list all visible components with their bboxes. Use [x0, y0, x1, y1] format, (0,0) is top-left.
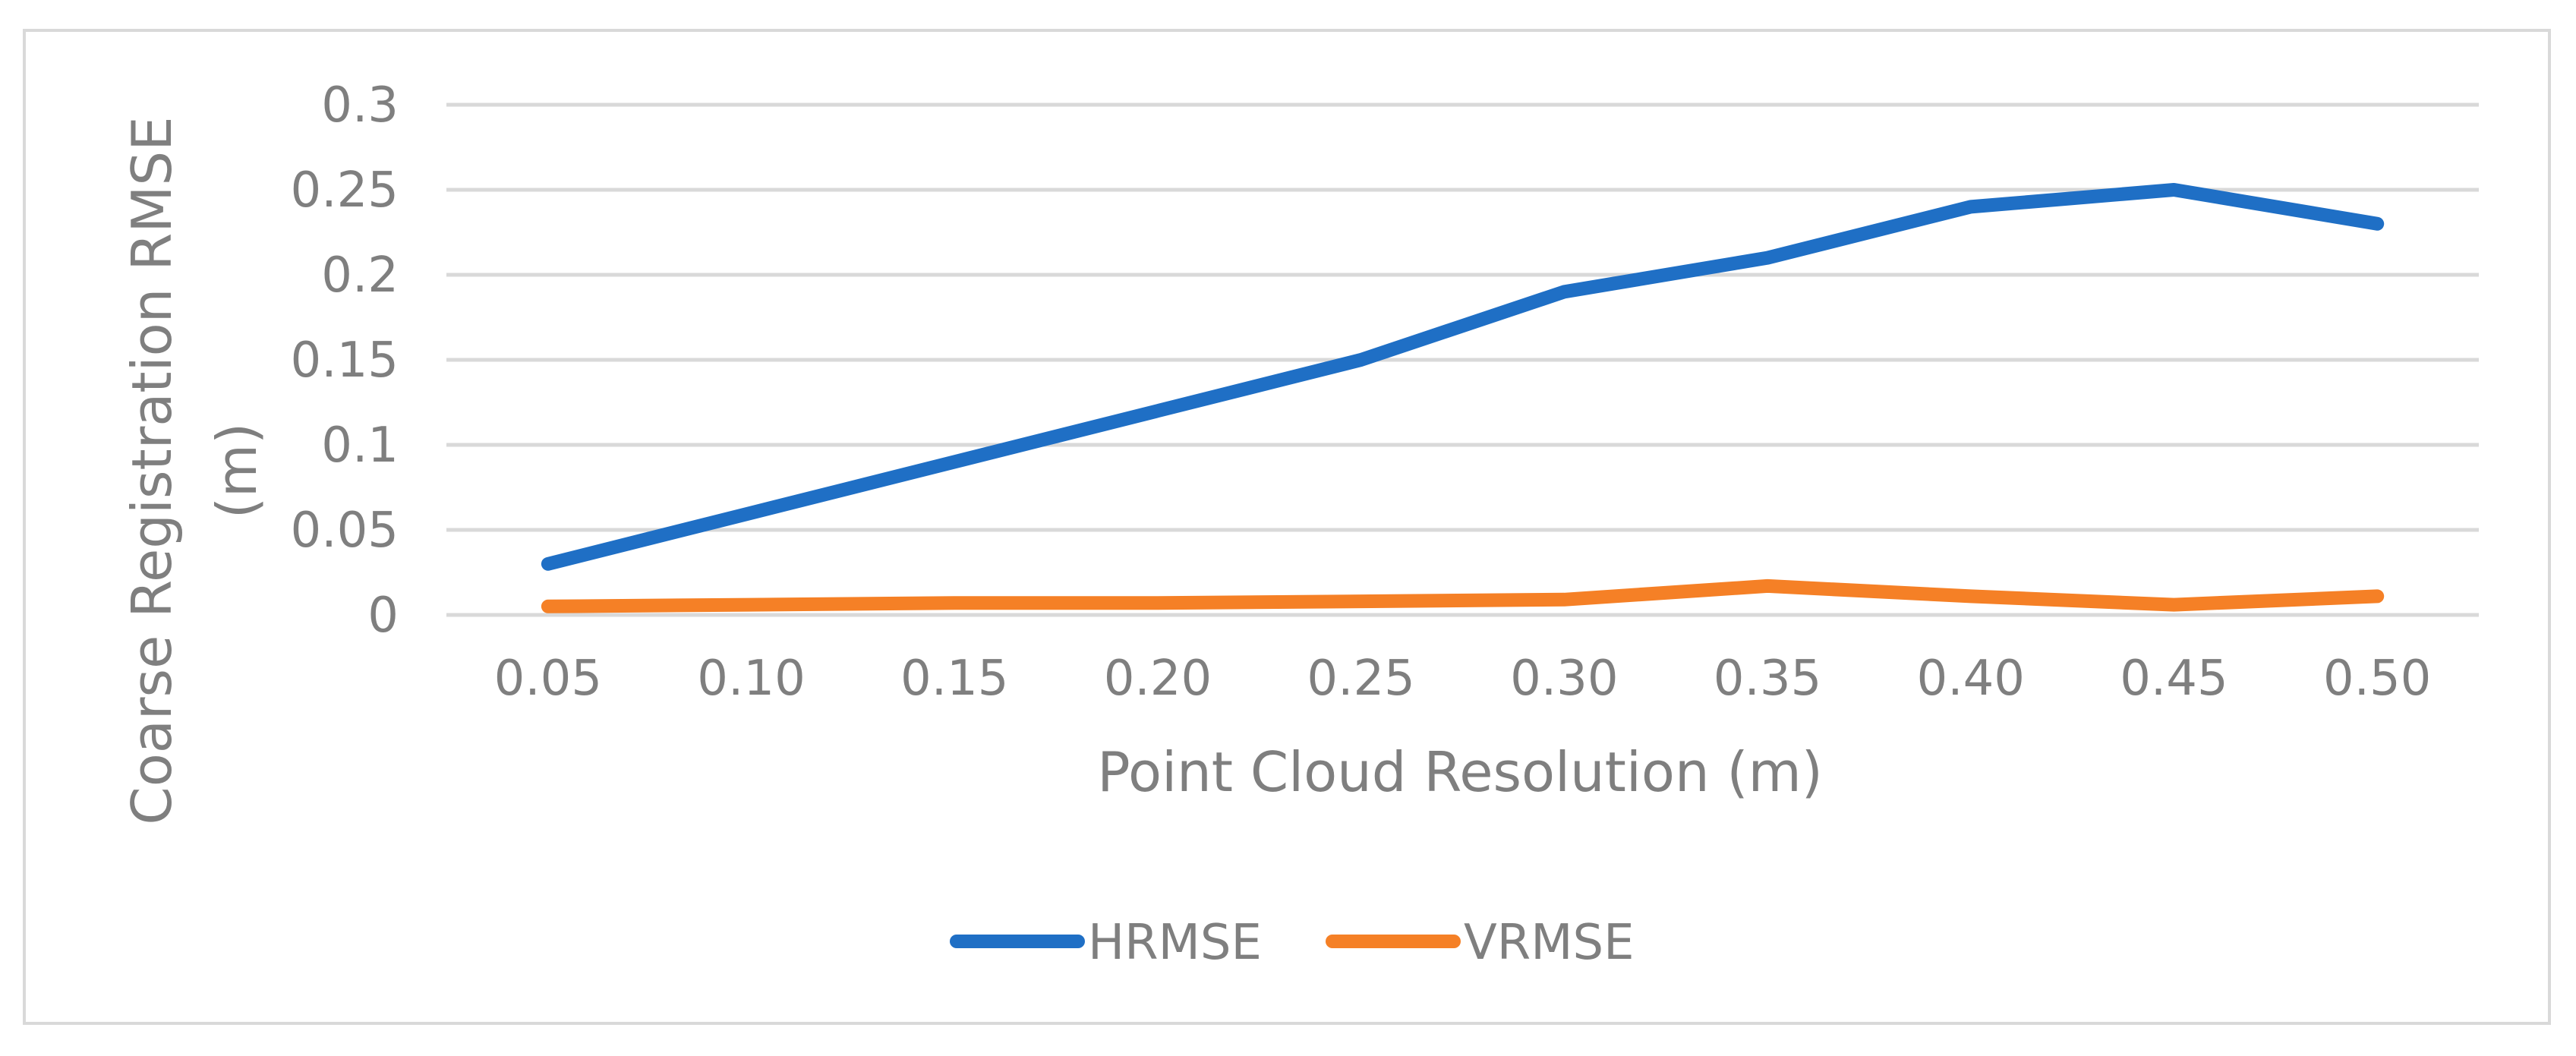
gridlines	[446, 102, 2479, 617]
x-axis-title: Point Cloud Resolution (m)	[1097, 740, 1823, 804]
x-axis-tick-labels: 0.05 0.10 0.15 0.20 0.25 0.30 0.35 0.40 0.45 0.50	[494, 651, 2432, 707]
x-tick-label: 0.40	[1917, 651, 2026, 707]
x-tick-label: 0.35	[1714, 651, 1822, 707]
series-line-hrmse	[541, 183, 2385, 571]
y-tick-label: 0	[367, 588, 399, 644]
x-tick-label: 0.50	[2323, 651, 2432, 707]
legend-label-vrmse: VRMSE	[1464, 915, 1635, 971]
series-line-vrmse	[541, 578, 2385, 613]
y-tick-label: 0.15	[291, 333, 399, 389]
y-axis-title-line-2: (m)	[205, 423, 269, 519]
y-axis-title: Coarse Registration RMSE (m)	[120, 116, 269, 824]
legend: HRMSE VRMSE	[950, 915, 1635, 971]
x-tick-label: 0.45	[2120, 651, 2228, 707]
y-tick-label: 0.05	[291, 503, 399, 559]
series-lines	[541, 183, 2385, 613]
x-tick-label: 0.05	[494, 651, 603, 707]
y-tick-label: 0.3	[321, 77, 399, 134]
legend-label-hrmse: HRMSE	[1088, 915, 1262, 971]
y-tick-label: 0.1	[321, 418, 399, 474]
y-axis-tick-labels: 0 0.05 0.1 0.15 0.2 0.25 0.3	[291, 77, 399, 644]
y-tick-label: 0.2	[321, 247, 399, 304]
x-tick-label: 0.30	[1510, 651, 1619, 707]
x-tick-label: 0.10	[697, 651, 806, 707]
y-axis-title-line-1: Coarse Registration RMSE	[120, 116, 184, 824]
x-tick-label: 0.25	[1307, 651, 1415, 707]
x-tick-label: 0.20	[1104, 651, 1212, 707]
x-tick-label: 0.15	[900, 651, 1009, 707]
y-tick-label: 0.25	[291, 162, 399, 219]
